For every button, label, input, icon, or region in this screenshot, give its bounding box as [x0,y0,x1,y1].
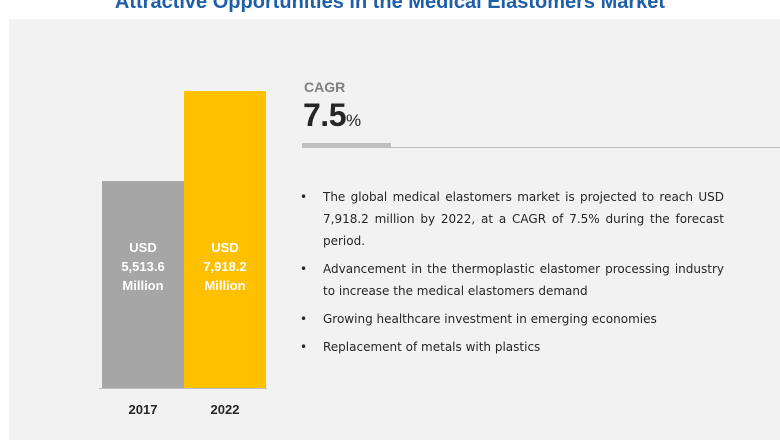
bar-value-label: USD 7,918.2 Million [184,238,266,295]
cagr-label: CAGR [304,79,346,95]
bar-value-line: 7,918.2 [203,259,247,274]
cagr-underline [302,143,391,148]
key-point-text: The global medical elastomers market is … [323,190,724,248]
key-point-text: Growing healthcare investment in emergin… [323,312,657,326]
bullet-icon: • [300,340,308,354]
cagr-divider [391,147,780,148]
key-point: • Advancement in the thermoplastic elasto… [300,258,724,302]
key-point: • The global medical elastomers market is… [300,186,724,252]
key-point-text: Replacement of metals with plastics [323,340,541,354]
key-points-list: • The global medical elastomers market is… [300,186,724,364]
bar-value-line: Million [204,278,246,293]
bar-value-line: Million [122,278,164,293]
x-tick-label: 2022 [210,402,240,417]
cagr-number: 7.5 [303,97,346,133]
bar-value-line: USD [129,240,157,255]
bar-value-label: USD 5,513.6 Million [102,238,184,295]
bar-value-line: 5,513.6 [121,259,165,274]
key-point-text: Advancement in the thermoplastic elastom… [323,262,724,298]
bar-2022: USD 7,918.2 Million [184,91,266,388]
x-tick-label: 2017 [128,402,158,417]
key-point: • Replacement of metals with plastics [300,336,724,358]
cagr-value: 7.5% [303,97,361,134]
bullet-icon: • [300,262,308,276]
bullet-icon: • [300,312,308,326]
bar-value-line: USD [211,240,239,255]
bullet-icon: • [300,190,308,204]
x-axis-line [99,388,267,389]
cagr-unit: % [345,111,362,130]
chart-title: Attractive Opportunities in the Medical … [114,0,666,13]
key-point: • Growing healthcare investment in emergi… [300,308,724,330]
bar-2017: USD 5,513.6 Million [102,181,184,388]
